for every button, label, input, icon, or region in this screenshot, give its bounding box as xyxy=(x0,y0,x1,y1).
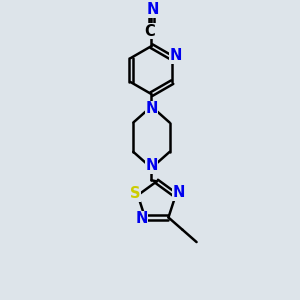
Text: N: N xyxy=(135,212,148,226)
Text: N: N xyxy=(147,2,159,17)
Text: N: N xyxy=(145,158,158,173)
Text: C: C xyxy=(145,24,155,39)
Text: N: N xyxy=(169,48,182,63)
Text: N: N xyxy=(173,185,185,200)
Text: N: N xyxy=(145,101,158,116)
Text: S: S xyxy=(130,186,140,201)
